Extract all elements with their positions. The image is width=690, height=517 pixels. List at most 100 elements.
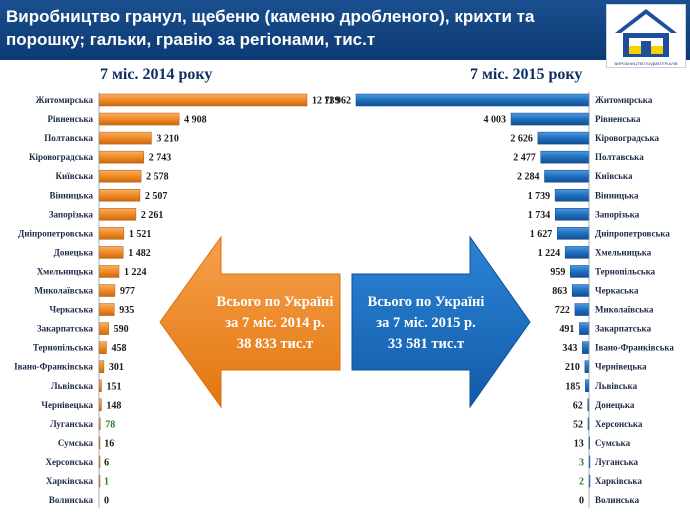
- value-label-0-6: 2 261: [141, 210, 164, 221]
- bar-0-11: [98, 303, 115, 316]
- category-label-0-14: Івано-Франківська: [14, 362, 93, 372]
- value-label-0-0: 12 739: [312, 96, 340, 107]
- header-banner: Виробництво гранул, щебеню (каменю дробл…: [0, 0, 690, 60]
- bar-0-16: [98, 398, 102, 412]
- value-label-0-4: 2 578: [146, 172, 169, 183]
- bar-1-7: [557, 227, 590, 240]
- value-label-0-21: 0: [104, 496, 109, 507]
- bar-1-13: [582, 341, 590, 354]
- bar-0-4: [98, 169, 142, 183]
- category-label-1-20: Харківська: [595, 476, 642, 486]
- value-label-1-0: 11 962: [324, 96, 351, 107]
- category-label-0-5: Вінницька: [49, 190, 93, 200]
- value-label-0-8: 1 482: [128, 248, 151, 259]
- arrow-left-2014: [159, 235, 341, 409]
- category-label-1-4: Київська: [595, 171, 633, 181]
- bar-1-9: [570, 265, 590, 278]
- category-label-1-0: Житомирська: [595, 95, 653, 105]
- value-label-0-3: 2 743: [149, 153, 172, 164]
- category-label-0-21: Волинська: [49, 495, 94, 505]
- category-label-0-0: Житомирська: [36, 95, 94, 105]
- value-label-1-17: 52: [573, 419, 583, 430]
- category-label-1-21: Волинська: [595, 495, 640, 505]
- value-label-1-13: 343: [562, 343, 577, 354]
- category-label-1-8: Хмельницька: [595, 247, 652, 257]
- category-label-1-1: Рівненська: [595, 114, 641, 124]
- category-label-1-5: Вінницька: [595, 190, 639, 200]
- total-2014-line2: за 7 міс. 2014 р.: [225, 315, 325, 331]
- bar-0-15: [98, 379, 102, 392]
- category-label-0-3: Кіровоградська: [29, 152, 94, 162]
- category-label-0-19: Херсонська: [46, 457, 94, 467]
- value-label-1-11: 722: [555, 305, 570, 316]
- value-label-1-21: 0: [579, 496, 584, 507]
- category-label-0-9: Хмельницька: [37, 266, 94, 276]
- category-label-1-6: Запорізька: [595, 209, 640, 219]
- category-label-1-17: Херсонська: [595, 419, 643, 429]
- value-label-0-14: 301: [109, 362, 124, 373]
- bar-1-15: [585, 379, 590, 392]
- bar-0-2: [98, 131, 152, 145]
- category-label-1-7: Дніпропетровська: [595, 228, 670, 238]
- category-label-0-10: Миколаївська: [35, 286, 94, 296]
- total-2014-line1: Всього по Україні: [216, 294, 334, 310]
- category-label-0-18: Сумська: [58, 438, 94, 448]
- value-label-1-5: 1 739: [528, 191, 551, 202]
- value-label-1-7: 1 627: [530, 229, 553, 240]
- bar-0-7: [98, 227, 125, 240]
- value-label-1-3: 2 477: [513, 153, 536, 164]
- bar-0-1: [98, 112, 180, 126]
- value-label-0-19: 6: [104, 457, 109, 468]
- value-label-1-19: 3: [579, 457, 584, 468]
- total-2015-line3: 33 581 тис.т: [387, 336, 465, 352]
- category-label-0-2: Полтавська: [44, 133, 93, 143]
- page-title: Виробництво гранул, щебеню (каменю дробл…: [6, 7, 535, 49]
- category-label-1-19: Луганська: [595, 457, 639, 467]
- total-2015-line2: за 7 міс. 2015 р.: [376, 315, 476, 331]
- bar-0-0: [98, 93, 308, 107]
- value-label-1-4: 2 284: [517, 172, 540, 183]
- total-2015-line1: Всього по Україні: [367, 294, 485, 310]
- bar-0-6: [98, 208, 137, 221]
- bar-0-14: [98, 360, 105, 373]
- bar-1-0: [355, 93, 590, 107]
- value-label-0-12: 590: [114, 324, 129, 335]
- category-label-0-12: Закарпатська: [37, 324, 94, 334]
- total-2015-box: Всього по Україні за 7 міс. 2015 р. 33 5…: [356, 292, 496, 355]
- value-label-1-10: 863: [552, 286, 567, 297]
- value-label-0-15: 151: [106, 381, 121, 392]
- bar-1-14: [584, 360, 590, 373]
- value-label-0-13: 458: [111, 343, 126, 354]
- total-2014-box: Всього по Україні за 7 міс. 2014 р. 38 8…: [205, 292, 345, 355]
- category-label-0-1: Рівненська: [47, 114, 93, 124]
- category-label-0-20: Харківська: [46, 476, 93, 486]
- category-label-0-11: Черкаська: [50, 305, 94, 315]
- value-label-1-12: 491: [559, 324, 574, 335]
- value-label-0-9: 1 224: [124, 267, 147, 278]
- value-label-0-20: 1: [104, 477, 109, 488]
- total-2014-line3: 38 833 тис.т: [236, 336, 314, 352]
- value-label-0-10: 977: [120, 286, 135, 297]
- category-label-1-13: Івано-Франківська: [595, 343, 674, 353]
- bar-1-6: [554, 208, 590, 221]
- bar-1-8: [564, 246, 590, 259]
- value-label-1-1: 4 003: [484, 115, 507, 126]
- category-label-1-2: Кіровоградська: [595, 133, 660, 143]
- bar-0-5: [98, 189, 141, 202]
- value-label-1-6: 1 734: [528, 210, 551, 221]
- value-label-1-18: 13: [574, 438, 584, 449]
- bar-1-3: [540, 150, 590, 164]
- value-label-1-8: 1 224: [538, 248, 561, 259]
- bar-1-11: [574, 303, 590, 316]
- value-label-0-7: 1 521: [129, 229, 152, 240]
- bar-1-4: [544, 169, 590, 183]
- category-label-0-6: Запорізька: [49, 209, 94, 219]
- value-label-1-9: 959: [550, 267, 565, 278]
- category-label-1-12: Закарпатська: [595, 324, 652, 334]
- value-label-0-16: 148: [106, 400, 121, 411]
- bar-0-13: [98, 341, 107, 354]
- category-label-1-16: Донецька: [595, 400, 635, 410]
- logo-caption: ВИРОБНИЦТВО БУДМАТЕРІАЛІВ: [614, 61, 678, 66]
- house-logo-icon: [615, 9, 677, 57]
